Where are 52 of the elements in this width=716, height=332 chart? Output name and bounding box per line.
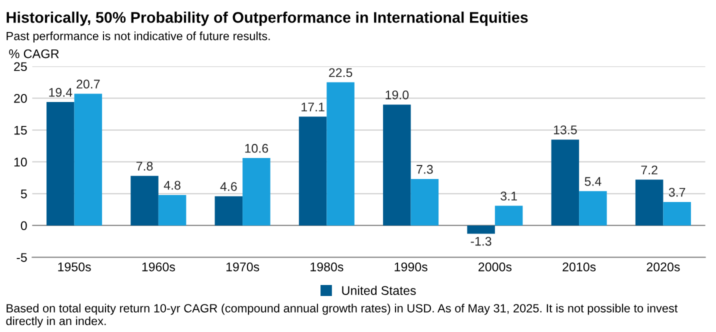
- bar: [46, 102, 74, 226]
- bar: [579, 191, 607, 226]
- data-label: -1.3: [470, 236, 492, 246]
- data-label: 4.8: [164, 180, 180, 190]
- bar: [74, 94, 102, 226]
- bar: [326, 82, 354, 226]
- y-tick-label: 20: [14, 94, 27, 103]
- y-tick-label: 10: [14, 158, 27, 166]
- legend-label: United States: [342, 286, 416, 295]
- data-label: 7.2: [641, 166, 658, 174]
- data-label: 13.5: [554, 125, 577, 134]
- bar: [383, 104, 411, 226]
- data-label: 17.1: [302, 102, 324, 112]
- bar: [242, 158, 270, 226]
- data-label: 3.7: [668, 188, 686, 197]
- x-tick-label: 1970s: [226, 262, 260, 272]
- text: Based on total equity return 10-yr CAGR (compound annual growth rates) in USD. As of May 31, 2025. It is not possible to invest directly in an index.: [6, 304, 678, 328]
- data-label: 19.4: [49, 88, 72, 97]
- chart-subtitle: Past performance is not indicative of future results.: [6, 32, 270, 43]
- data-label: 7.3: [416, 164, 433, 174]
- y-tick-label: 5: [20, 190, 27, 198]
- bar: [158, 194, 186, 226]
- y-tick-label: -5: [16, 253, 27, 262]
- y-tick-label: 0: [20, 221, 27, 230]
- data-label: 7.8: [136, 162, 153, 171]
- data-label: 19.0: [386, 90, 409, 100]
- bar: [410, 179, 439, 226]
- data-label: 4.6: [220, 182, 237, 191]
- bar: [214, 196, 243, 226]
- bar: [467, 225, 495, 234]
- data-label: 10.6: [245, 144, 268, 153]
- bar: [551, 140, 580, 226]
- data-label: 22.5: [329, 68, 352, 78]
- bar: [494, 206, 523, 226]
- x-tick-label: 2020s: [646, 262, 680, 272]
- x-tick-label: 1980s: [310, 262, 344, 272]
- x-tick-label: 2000s: [478, 262, 512, 272]
- data-label: 5.4: [584, 177, 602, 186]
- bar: [130, 176, 158, 226]
- x-tick-label: 1990s: [394, 262, 428, 272]
- x-tick-label: 1960s: [142, 262, 175, 272]
- y-tick-label: 15: [14, 126, 27, 135]
- y-tick-label: 25: [14, 62, 27, 72]
- x-tick-label: 1950s: [58, 262, 91, 272]
- bar: [298, 116, 327, 226]
- bar: [635, 180, 664, 226]
- x-tick-label: 2010s: [562, 262, 596, 272]
- bar: [663, 202, 691, 226]
- chart-title: Historically, 50% Probability of Outperformance in International Equities: [6, 12, 528, 26]
- data-label: 20.7: [76, 80, 100, 89]
- data-label: 3.1: [500, 192, 517, 201]
- y-axis-title: % CAGR: [9, 49, 59, 58]
